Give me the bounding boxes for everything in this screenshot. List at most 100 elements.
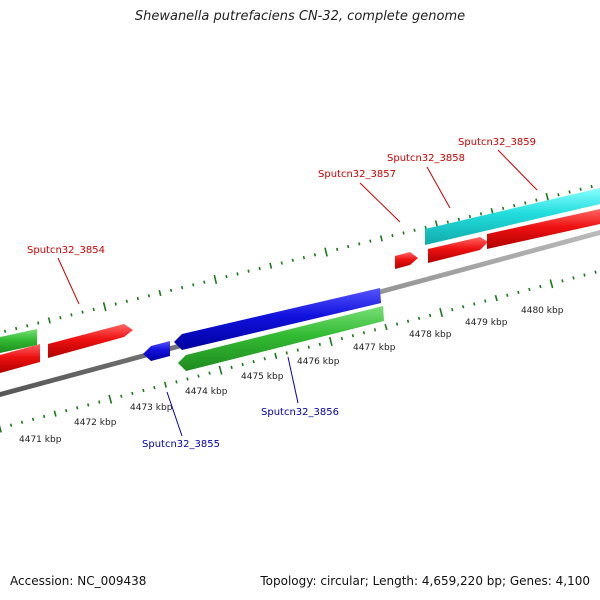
tick-mark [142,388,145,393]
accession-text: Accession: NC_009438 [10,574,147,588]
tick-mark [336,247,339,251]
tick-mark [379,235,383,242]
feature-green-left [0,329,37,353]
tick-mark [494,294,498,302]
tick-mark [428,313,432,318]
label-sputcn32-3854[interactable]: Sputcn32_3854 [27,245,105,256]
tick-mark [358,242,361,246]
tick-mark [561,279,564,283]
leader-sputcn32-3854 [57,257,80,305]
tick-mark [513,203,516,208]
label-sputcn32-3855[interactable]: Sputcn32_3855 [142,439,220,450]
tick-mark [280,261,283,265]
tick-mark [395,322,399,326]
tick-mark [9,423,13,427]
tick-mark [535,198,538,202]
tick-mark [328,336,333,347]
tick-mark [102,302,107,312]
feature-green-3856[interactable] [178,306,384,371]
kbp-label: 4476 kbp [297,357,340,367]
kbp-label: 4477 kbp [353,343,396,353]
leader-sputcn32-3856 [287,356,299,404]
tick-mark [81,310,84,314]
tick-mark [324,247,328,257]
tick-mark [351,333,355,338]
tick-mark [163,381,167,388]
leader-sputcn32-3858 [426,166,451,209]
label-sputcn32-3858[interactable]: Sputcn32_3858 [387,153,465,164]
tick-mark [291,258,294,262]
tick-mark [20,420,24,424]
inner-tick-track [0,270,597,433]
tick-mark [424,225,427,230]
tick-mark [76,406,79,410]
tick-mark [524,201,527,205]
tick-mark [340,336,344,341]
tick-mark [446,220,449,224]
tick-mark [373,328,377,332]
tick-mark [462,305,465,309]
tick-mark [490,207,494,215]
tick-mark [236,272,239,276]
tick-mark [517,290,520,294]
tick-mark [98,400,101,404]
tick-mark [479,212,483,216]
tick-mark [502,206,505,210]
tick-mark [307,345,310,349]
kbp-label: 4475 kbp [241,372,284,382]
tick-mark [241,362,244,367]
tick-mark [87,403,90,407]
feature-sputcn32-3855[interactable] [143,341,170,361]
tick-mark [539,284,542,289]
kbp-label: 4471 kbp [19,435,62,445]
tick-mark [125,299,128,303]
tick-mark [269,262,273,269]
tick-mark [186,377,189,381]
tick-mark [590,184,593,189]
kbp-label: 4480 kbp [521,306,564,316]
tick-mark [274,352,278,360]
tick-mark [175,380,178,384]
feature-sputcn32-3854[interactable] [48,324,133,358]
feature-sputcn32-3858[interactable] [428,237,488,263]
feature-sputcn32-3856[interactable] [174,288,381,350]
tick-mark [258,266,261,271]
map-title: Shewanella putrefaciens CN-32, complete … [134,9,466,24]
feature-sputcn32-3857[interactable] [395,252,418,269]
tick-mark [506,293,509,297]
tick-mark [391,234,394,238]
tick-mark [451,307,454,312]
feature-red-left-top [0,344,40,373]
kbp-label: 4473 kbp [130,403,173,413]
tick-mark [347,245,350,249]
tick-mark [131,391,134,395]
tick-mark [230,365,233,370]
tick-mark [263,357,266,361]
tick-mark [218,365,223,375]
label-sputcn32-3856[interactable]: Sputcn32_3856 [261,407,339,418]
kbp-label: 4479 kbp [465,318,508,328]
tick-mark [147,294,151,298]
tick-mark [47,317,51,324]
tick-mark [53,410,57,417]
tick-mark [252,360,255,364]
label-sputcn32-3859[interactable]: Sputcn32_3859 [458,137,536,148]
tick-mark [92,307,95,312]
tick-mark [136,296,139,301]
tick-mark [158,289,162,297]
tick-mark [402,231,405,235]
tick-mark [114,302,117,306]
leader-sputcn32-3855 [166,391,183,437]
kbp-label: 4474 kbp [185,387,228,397]
tick-mark [473,302,476,306]
tick-mark [197,374,200,378]
feature-sputcn32-3859-red[interactable] [487,209,600,249]
tick-mark [0,424,2,433]
tick-mark [153,385,156,390]
tick-mark [406,319,410,323]
tick-mark [583,273,586,277]
label-sputcn32-3857[interactable]: Sputcn32_3857 [318,169,396,180]
feature-sputcn32-3859[interactable] [425,188,600,245]
